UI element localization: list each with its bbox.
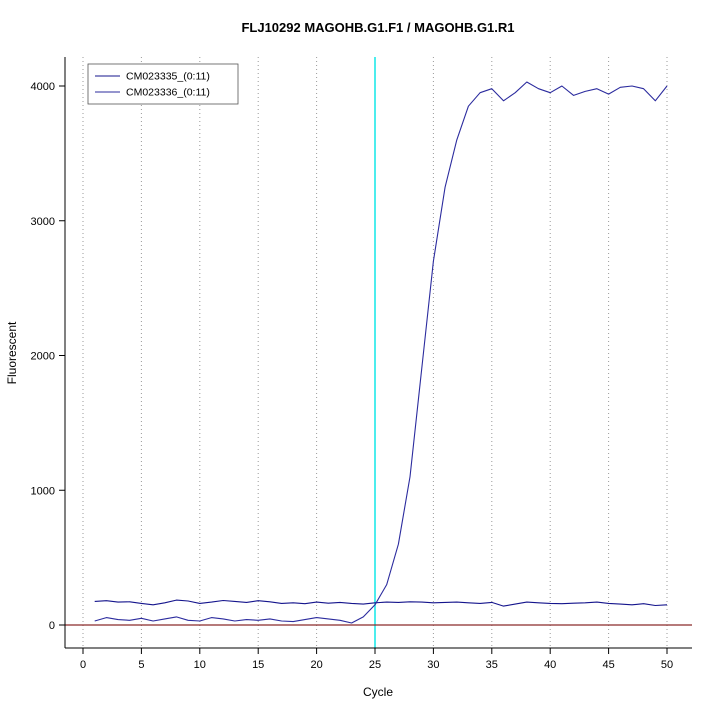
y-tick-label: 1000	[31, 485, 55, 497]
x-tick-label: 50	[661, 659, 673, 671]
legend: CM023335_(0:11) CM023336_(0:11)	[87, 63, 239, 105]
x-axis-label: Cycle	[363, 685, 393, 699]
x-tick-label: 35	[486, 659, 498, 671]
series-line-cm023335-0-11	[94, 599, 668, 607]
x-tick-label: 10	[194, 659, 206, 671]
legend-box	[87, 63, 239, 105]
x-tick-label: 15	[252, 659, 264, 671]
y-tick-label: 3000	[31, 216, 55, 228]
x-tick-label: 25	[369, 659, 381, 671]
series-line-cm023336-0-11	[94, 81, 668, 624]
x-tick-label: 5	[138, 659, 144, 671]
y-tick-label: 4000	[31, 81, 55, 93]
y-tick-label: 0	[49, 620, 55, 632]
chart-title: FLJ10292 MAGOHB.G1.F1 / MAGOHB.G1.R1	[241, 20, 514, 35]
x-tick-label: 20	[310, 659, 322, 671]
x-tick-label: 30	[427, 659, 439, 671]
y-tick-label: 2000	[31, 351, 55, 363]
x-tick-label: 0	[80, 659, 86, 671]
series-layer	[94, 81, 668, 624]
x-tick-label: 45	[602, 659, 614, 671]
annotation-layer	[65, 57, 692, 648]
legend-item-label: CM023335_(0:11)	[126, 71, 210, 83]
x-tick-label: 40	[544, 659, 556, 671]
axis-layer: 0 1000 2000 3000 4000 0 5 10 15 20 25 30 35 40 45 50	[31, 57, 692, 671]
legend-item-label: CM023336_(0:11)	[126, 87, 210, 99]
y-axis-label: Fluorescent	[5, 321, 19, 384]
